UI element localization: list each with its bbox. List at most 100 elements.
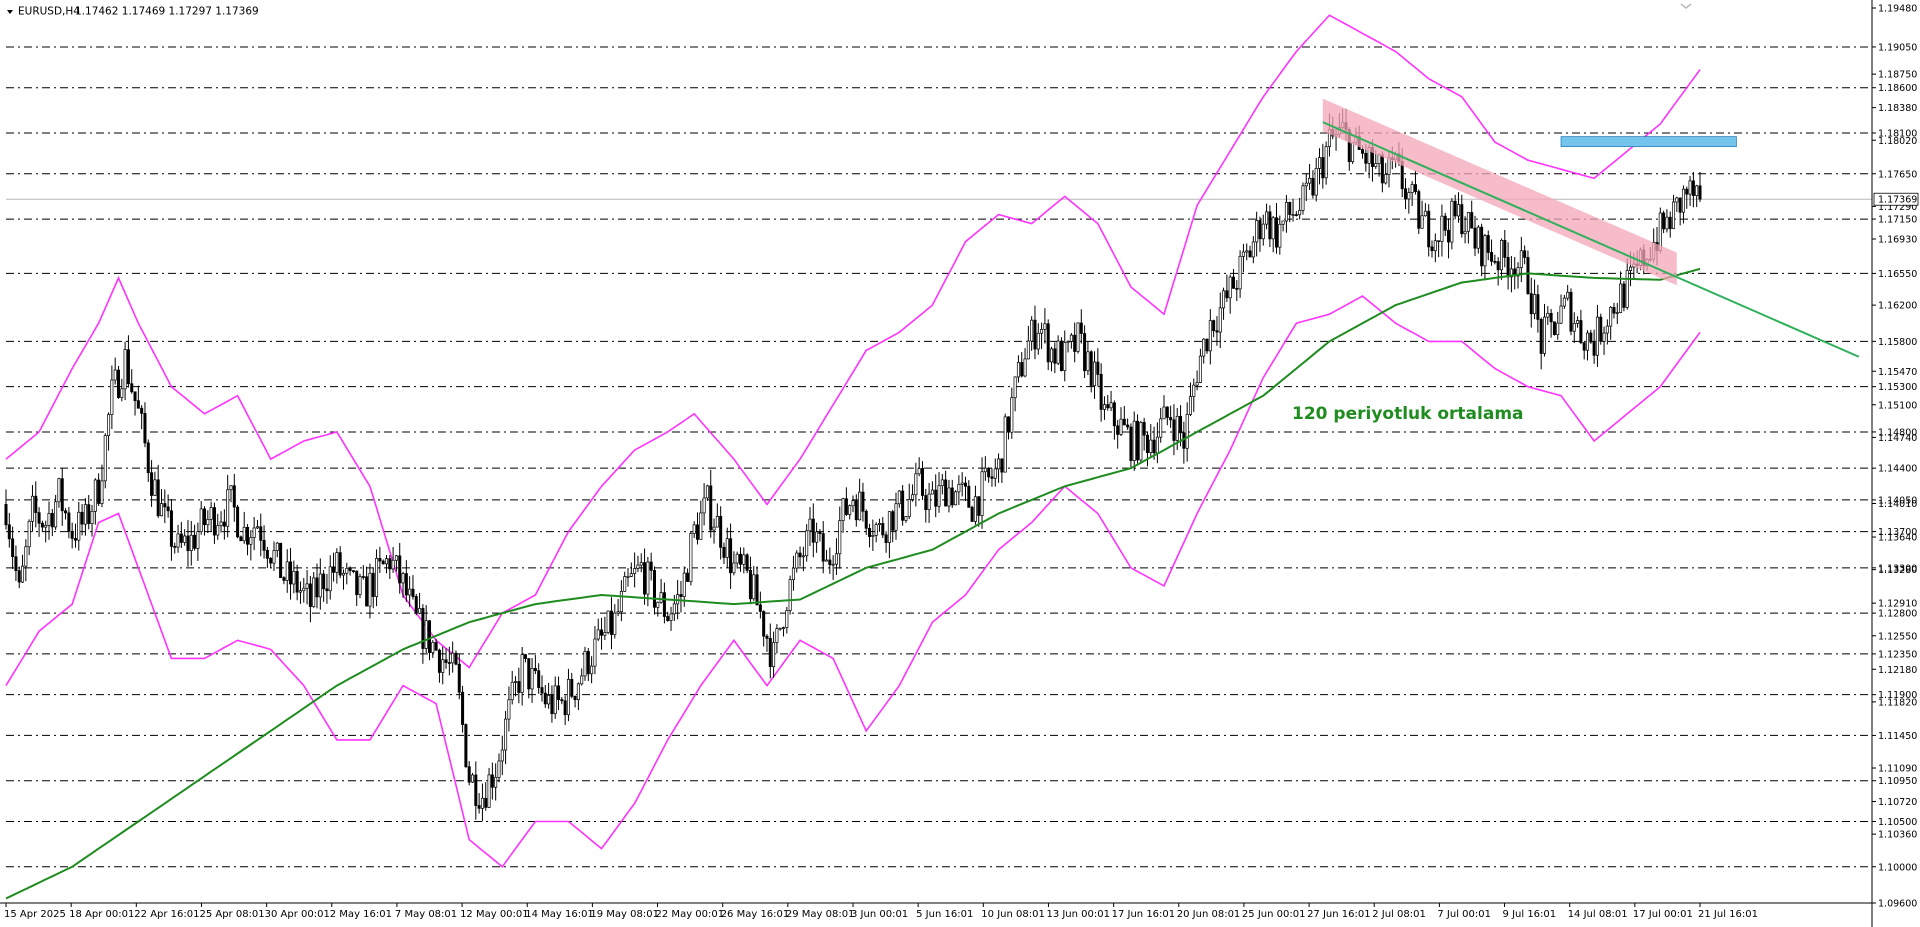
candle-body	[408, 588, 412, 596]
price-tick-label: 1.10360	[1878, 830, 1917, 841]
candle-body	[623, 576, 627, 592]
candle-body	[1662, 212, 1666, 230]
candle-body	[47, 513, 51, 526]
candle-body	[252, 527, 256, 538]
candle-body	[742, 554, 746, 565]
candle-body	[755, 574, 759, 606]
candle-body	[1198, 355, 1202, 383]
candle-body	[1318, 157, 1322, 169]
candle-body	[970, 506, 974, 522]
candle-body	[461, 691, 465, 725]
candle-body	[186, 535, 190, 551]
candle-body	[573, 695, 577, 701]
candle-body	[699, 512, 703, 540]
candle-body	[1675, 197, 1679, 203]
candle-body	[768, 638, 772, 667]
candle-body	[183, 535, 187, 543]
candle-body	[1605, 325, 1609, 334]
candle-body	[1195, 382, 1199, 386]
candle-body	[649, 561, 653, 571]
candle-body	[110, 379, 114, 415]
candle-body	[1433, 240, 1437, 252]
candle-body	[37, 512, 41, 524]
price-tick-label: 1.18380	[1878, 103, 1917, 114]
candle-body	[1020, 362, 1024, 377]
candle-body	[1222, 290, 1226, 309]
candle-body	[1430, 246, 1434, 252]
candle-body	[87, 504, 91, 524]
candle-body	[1496, 261, 1500, 271]
candle-body	[262, 539, 266, 551]
candle-body	[1506, 257, 1510, 278]
candle-body	[560, 699, 564, 702]
candle-body	[702, 497, 706, 514]
chevron-down-icon[interactable]	[1680, 3, 1692, 9]
candle-body	[1476, 226, 1480, 249]
candle-body	[977, 496, 981, 516]
candle-body	[689, 533, 693, 582]
candle-body	[457, 663, 461, 693]
candle-body	[1274, 217, 1279, 248]
candle-body	[1599, 316, 1603, 342]
time-label: 25 Jun 00:01	[1242, 909, 1306, 920]
candle-body	[146, 442, 150, 474]
candle-body	[586, 650, 590, 675]
candle-body	[1695, 185, 1699, 196]
candle-body	[431, 642, 435, 653]
candle-body	[64, 510, 68, 514]
candle-body	[1016, 362, 1020, 378]
candle-body	[1519, 250, 1523, 268]
candle-body	[609, 610, 613, 635]
candle-body	[1006, 416, 1011, 433]
candle-body	[1063, 342, 1067, 371]
candle-body	[917, 468, 921, 475]
time-label: 19 May 08:01	[590, 909, 659, 920]
chart-header[interactable]: EURUSD,H4 1.17462 1.17469 1.17297 1.1736…	[7, 6, 259, 18]
candle-body	[1152, 439, 1156, 454]
candle-body	[500, 749, 504, 762]
ma-annotation: 120 periyotluk ortalama	[1292, 404, 1524, 424]
candle-body	[133, 391, 137, 402]
candle-body	[421, 608, 425, 649]
candle-body	[269, 557, 273, 564]
candle-body	[265, 549, 269, 559]
time-label: 17 Jul 00:01	[1633, 909, 1693, 920]
level-label: 1.15800	[1878, 337, 1917, 348]
candle-body	[113, 369, 117, 381]
candle-body	[368, 572, 372, 607]
candle-body	[1559, 305, 1563, 324]
candle-body	[705, 485, 709, 499]
candle-body	[1552, 321, 1556, 335]
candle-body	[517, 681, 521, 693]
time-label: 3 Jun 00:01	[851, 909, 908, 920]
candle-body	[1480, 226, 1484, 267]
candle-body	[292, 571, 296, 585]
candle-body	[881, 523, 885, 536]
candle-body	[1351, 142, 1355, 163]
candle-body	[1205, 338, 1209, 352]
candle-body	[189, 534, 193, 551]
price-tick-label: 1.18750	[1878, 70, 1917, 81]
time-label: 7 May 08:01	[395, 909, 457, 920]
candle-body	[1450, 200, 1454, 243]
candle-body	[798, 552, 802, 558]
time-label: 10 Jun 08:01	[981, 909, 1045, 920]
candle-body	[378, 557, 382, 562]
candle-body	[1241, 251, 1245, 257]
candle-body	[652, 569, 656, 608]
time-label: 21 Jul 16:01	[1698, 909, 1758, 920]
candle-body	[1486, 235, 1490, 253]
candle-body	[1304, 182, 1308, 187]
candle-body	[143, 413, 147, 444]
candle-body	[1612, 307, 1616, 314]
candle-body	[1572, 322, 1576, 332]
candle-body	[1202, 338, 1206, 357]
candle-body	[1056, 340, 1060, 364]
price-tick-label: 1.15470	[1878, 367, 1917, 378]
triangle-down-icon[interactable]	[7, 10, 13, 14]
candle-body	[246, 526, 250, 545]
candle-body	[1615, 312, 1619, 314]
candle-body	[666, 616, 670, 621]
candle-body	[940, 479, 944, 487]
